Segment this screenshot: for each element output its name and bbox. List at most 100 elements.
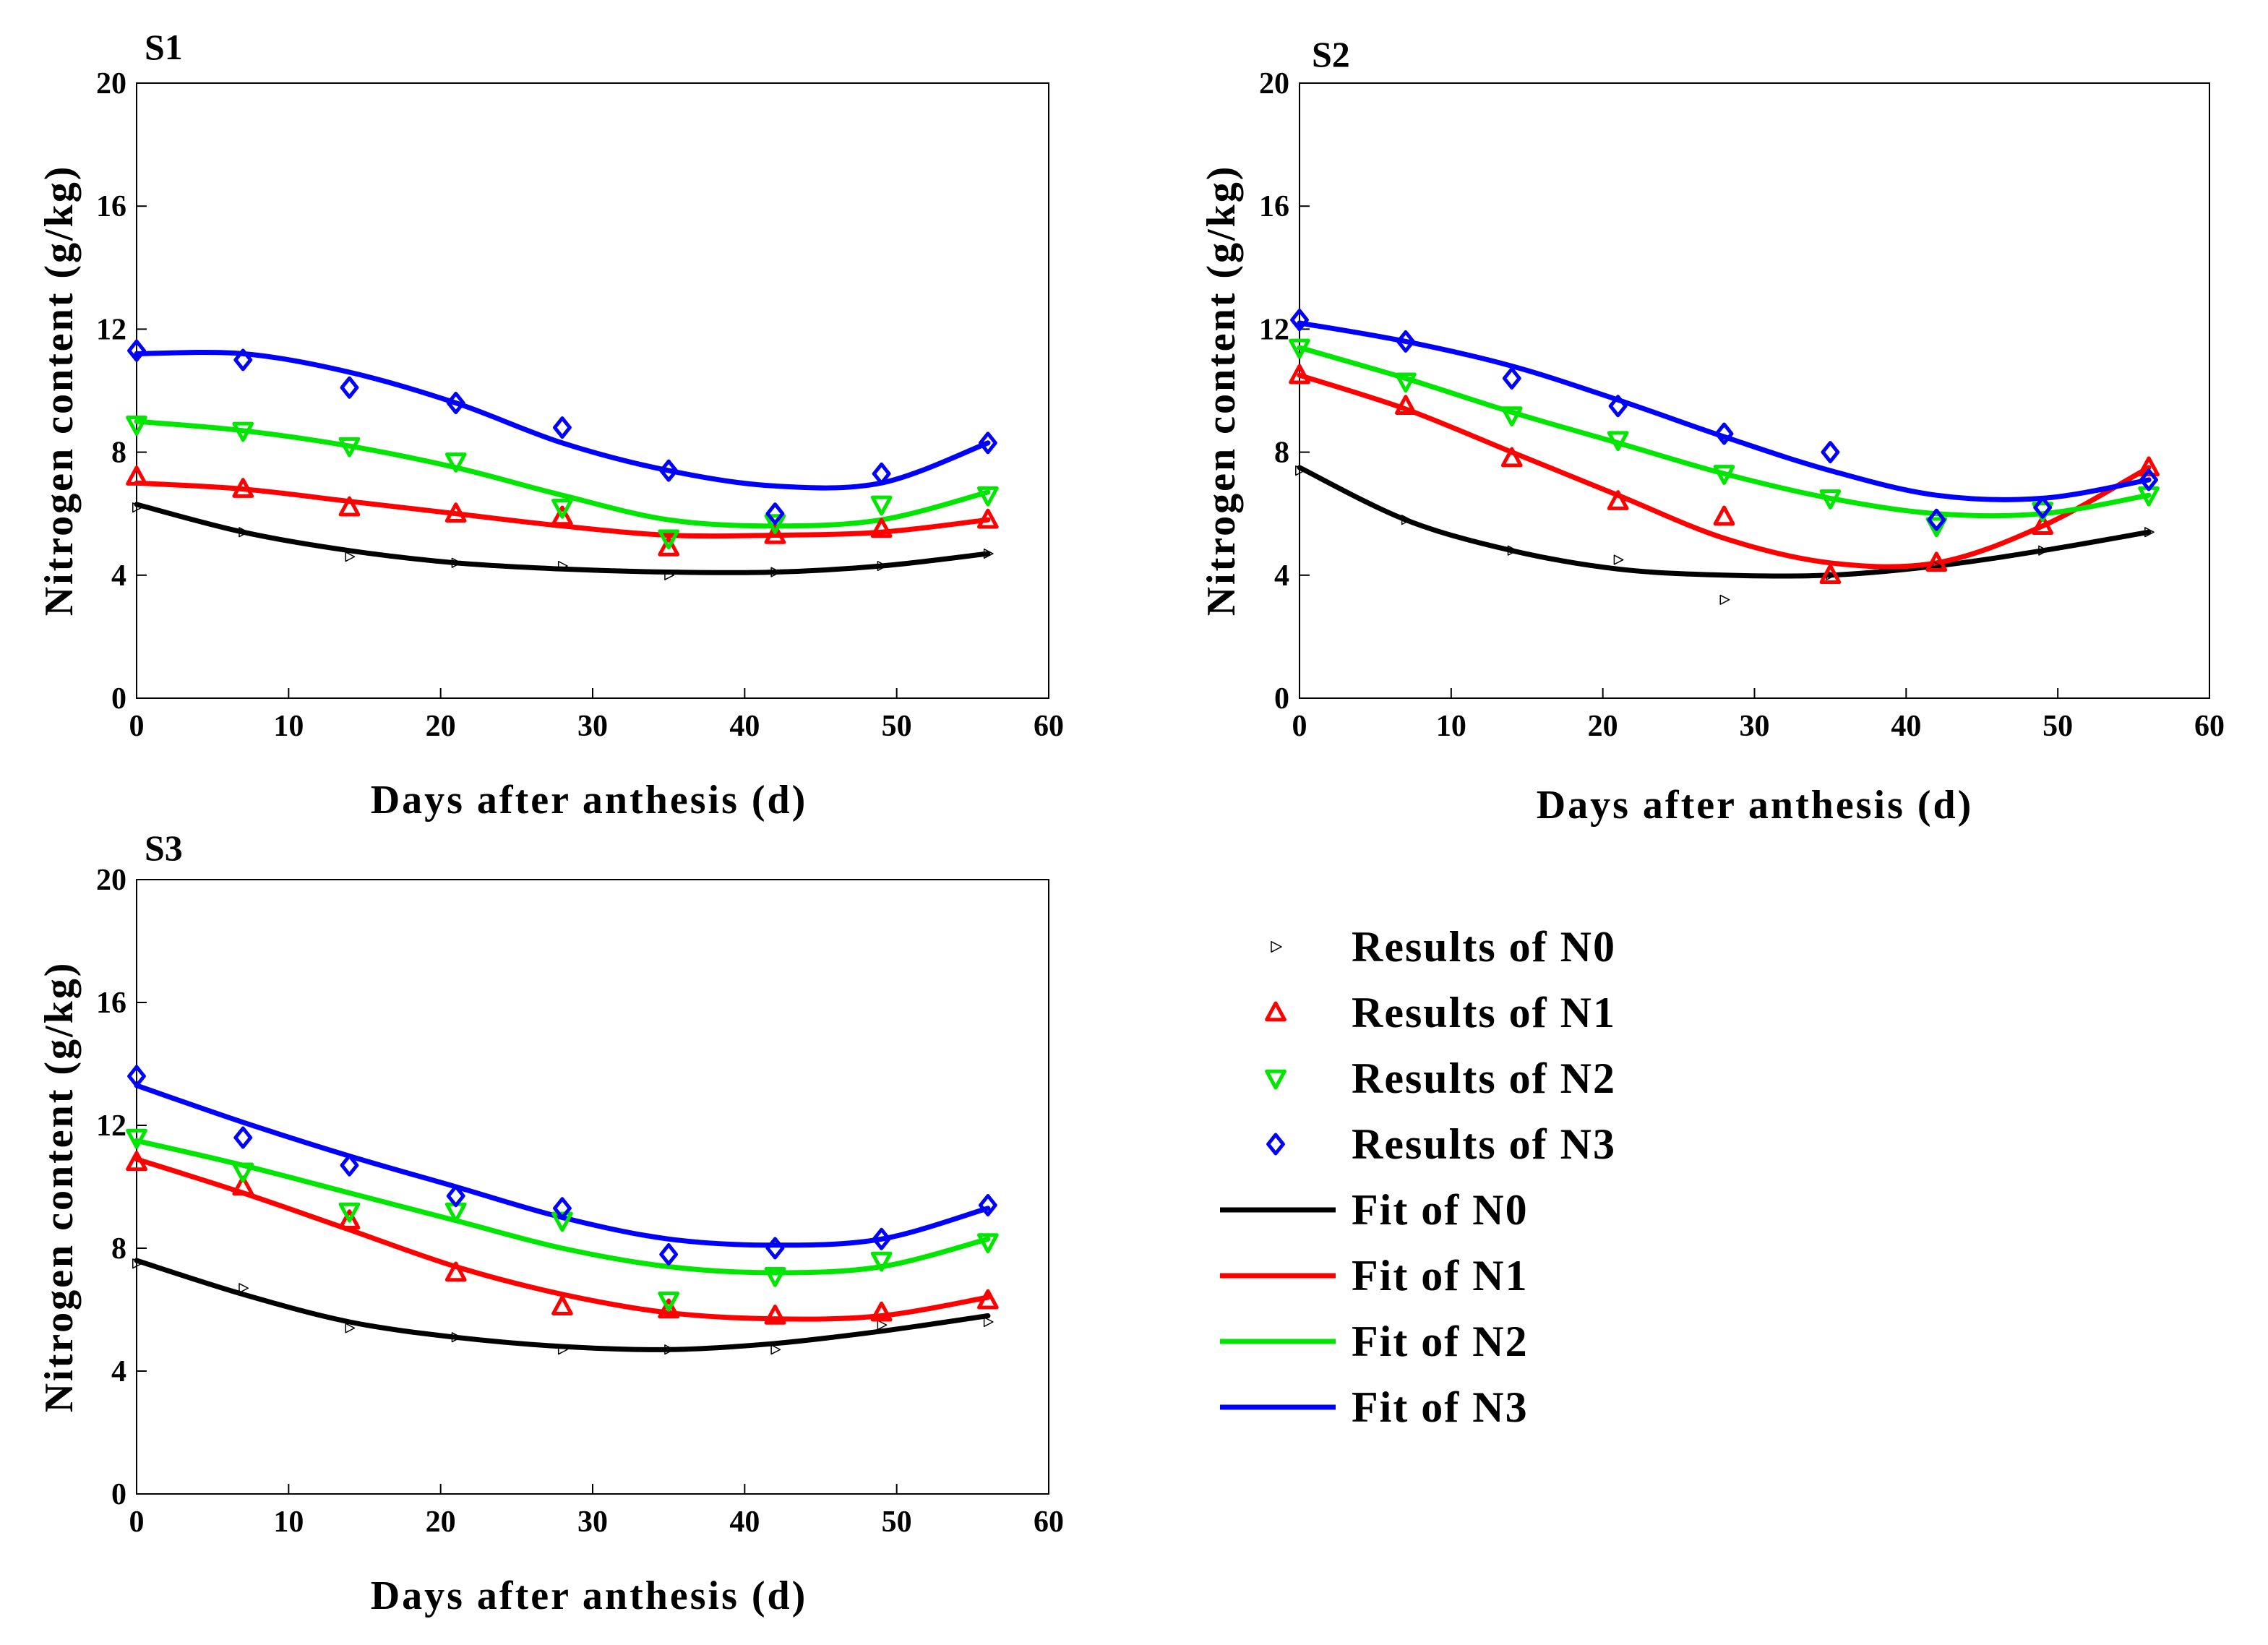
result-point-n0 [451, 1332, 462, 1343]
x-tick-label: 60 [1034, 710, 1064, 743]
fit-line-n1 [134, 1156, 991, 1322]
result-point-n3 [872, 1227, 891, 1250]
result-point-n3 [2139, 468, 2158, 491]
result-point-n1 [2138, 456, 2160, 477]
x-tick-label: 0 [129, 710, 145, 743]
y-tick-label: 8 [1274, 437, 1289, 470]
x-tick-label: 10 [273, 1506, 304, 1539]
x-tick-label: 20 [426, 1506, 456, 1539]
y-tick-label: 20 [1259, 67, 1289, 100]
result-point-n1 [338, 1209, 361, 1229]
result-point-n1 [764, 523, 786, 544]
y-axis-title: Nitrogen content (g/kg) [1199, 165, 1244, 617]
result-point-n0 [983, 1316, 994, 1328]
result-point-n0 [877, 1320, 888, 1331]
panel-title: S1 [145, 27, 183, 67]
legend-label-results-n2: Results of N2 [1352, 1055, 1616, 1102]
legend-marker-n0 [1271, 941, 1282, 953]
y-tick-label: 20 [96, 864, 126, 897]
result-point-n0 [239, 1283, 249, 1294]
result-point-n2 [977, 1233, 999, 1253]
result-point-n0 [1613, 554, 1624, 565]
result-point-n0 [239, 527, 249, 538]
x-tick-label: 50 [882, 710, 912, 743]
result-point-n3 [1821, 441, 1840, 464]
fit-line-n2 [134, 1138, 991, 1276]
result-point-n3 [1396, 330, 1415, 353]
result-point-n2 [338, 1202, 361, 1223]
result-point-n0 [1295, 465, 1305, 476]
legend-marker-n3 [1266, 1133, 1285, 1156]
result-point-n2 [338, 437, 361, 458]
x-axis-title: Days after anthesis (d) [371, 1573, 808, 1618]
legend-label-fit-n0: Fit of N0 [1352, 1186, 1529, 1234]
result-point-n2 [870, 1251, 893, 1272]
y-tick-label: 12 [96, 313, 126, 346]
result-point-n2 [977, 486, 999, 507]
x-tick-label: 0 [129, 1506, 145, 1539]
result-point-n1 [338, 496, 361, 517]
legend-label-results-n0: Results of N0 [1352, 923, 1616, 971]
result-point-n2 [126, 1128, 147, 1149]
result-point-n0 [2038, 545, 2048, 556]
y-tick-label: 4 [111, 1355, 126, 1388]
legend-fit-group: Fit of N0 Fit of N1 Fit of N2 Fit of N3 [1220, 1186, 1529, 1431]
x-tick-label: 30 [577, 710, 608, 743]
result-point-n0 [557, 1344, 568, 1355]
x-tick-label: 60 [2194, 710, 2225, 743]
result-point-n0 [877, 560, 888, 572]
legend-marker-n2 [1265, 1069, 1287, 1090]
result-point-n3 [127, 1065, 146, 1088]
result-point-n2 [1713, 465, 1735, 485]
y-tick-label: 0 [1274, 682, 1289, 716]
result-point-n1 [444, 1261, 467, 1282]
legend-label-fit-n3: Fit of N3 [1352, 1383, 1529, 1431]
panel-title: S2 [1312, 34, 1350, 74]
result-point-n3 [553, 1197, 572, 1220]
result-point-n2 [1607, 431, 1629, 452]
result-point-n3 [1608, 395, 1628, 418]
result-point-n0 [664, 1344, 674, 1355]
result-point-n1 [232, 478, 254, 498]
result-point-n1 [126, 465, 147, 486]
y-tick-label: 12 [96, 1109, 126, 1143]
result-point-n1 [1395, 395, 1417, 416]
result-point-n0 [132, 1258, 142, 1269]
result-point-n0 [664, 570, 674, 580]
result-point-n1 [1607, 490, 1629, 510]
result-point-n2 [658, 1292, 680, 1312]
legend-label-results-n3: Results of N3 [1352, 1120, 1616, 1168]
fit-line-n1 [134, 480, 991, 539]
y-tick-label: 16 [1259, 190, 1289, 223]
result-point-n0 [451, 557, 462, 568]
result-point-n2 [1289, 338, 1310, 359]
result-point-n3 [978, 431, 997, 455]
result-point-n1 [1500, 447, 1523, 468]
y-tick-label: 16 [96, 190, 126, 223]
result-point-n2 [551, 1211, 573, 1232]
result-point-n3 [233, 1126, 253, 1149]
result-point-n1 [1819, 564, 1842, 585]
fit-line-n2 [1297, 345, 2152, 519]
result-point-n1 [232, 1175, 254, 1196]
result-point-n3 [659, 459, 679, 482]
result-point-n0 [132, 502, 142, 513]
x-tick-label: 30 [577, 1506, 608, 1539]
result-point-n3 [765, 1237, 785, 1260]
y-tick-label: 8 [111, 437, 126, 470]
x-tick-label: 40 [729, 1506, 760, 1539]
fit-line-n3 [134, 350, 991, 491]
x-tick-label: 10 [273, 710, 304, 743]
result-point-n3 [659, 1243, 679, 1266]
result-point-n2 [764, 1267, 786, 1287]
x-tick-label: 50 [882, 1506, 912, 1539]
chart-panel-s1: S1 Nitrogen content (g/kg) Days after an… [37, 27, 1064, 822]
result-point-n2 [232, 421, 254, 442]
result-point-n1 [551, 505, 573, 526]
result-point-n0 [770, 1344, 781, 1355]
result-point-n1 [658, 1298, 680, 1319]
result-point-n2 [126, 416, 147, 436]
chart-panel-s2: S2 Nitrogen content (g/kg) Days after an… [1199, 34, 2225, 828]
result-point-n2 [551, 498, 573, 519]
